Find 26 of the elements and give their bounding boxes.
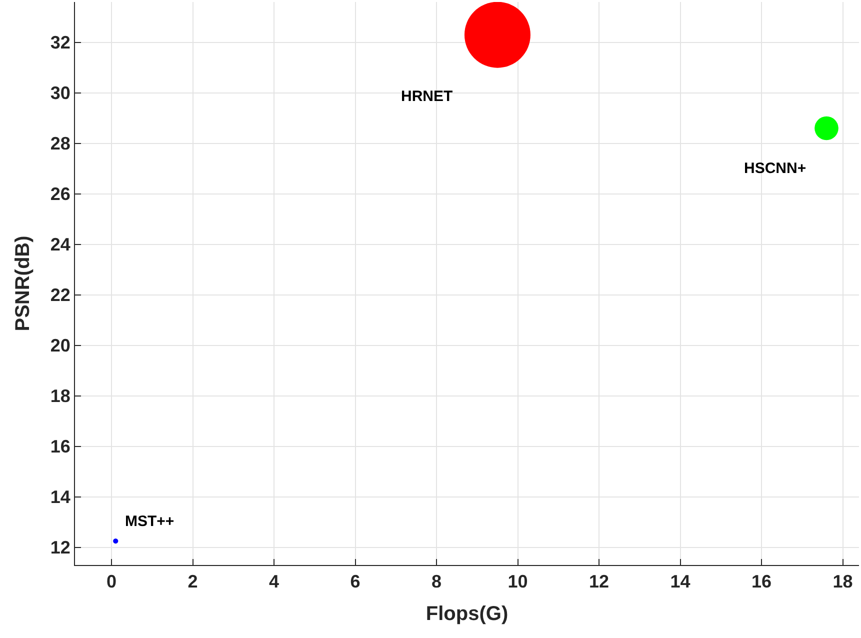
series-label: MST++ [125, 513, 174, 530]
y-tick-label: 32 [50, 32, 70, 53]
y-tick-label: 22 [50, 285, 70, 306]
series-label: HSCNN+ [744, 160, 806, 177]
x-tick-label: 0 [106, 572, 117, 592]
x-tick-label: 2 [188, 572, 198, 592]
text: HRNET [401, 88, 453, 105]
x-tick-label: 16 [751, 572, 772, 592]
x-tick-label: 10 [508, 572, 528, 592]
x-tick-label: 8 [432, 572, 442, 592]
x-tick-label: 18 [832, 572, 853, 592]
y-tick-label: 26 [50, 184, 70, 204]
x-axis-title: Flops(G) [426, 603, 508, 626]
y-tick-label: 16 [50, 436, 70, 457]
x-tick-label: 14 [670, 572, 690, 592]
y-tick-label: 14 [50, 487, 70, 508]
y-tick-label: 30 [50, 83, 70, 104]
x-tick-label: 4 [269, 572, 280, 592]
x-tick-label: 12 [589, 572, 610, 592]
x-tick-label: 6 [350, 572, 360, 592]
y-tick-label: 24 [50, 234, 70, 255]
y-axis-title: PSNR(dB) [12, 236, 34, 332]
y-tick-label: 28 [50, 134, 70, 154]
y-tick-label: 20 [50, 336, 70, 356]
y-tick-label: 12 [50, 538, 70, 558]
y-tick-label: 18 [50, 386, 70, 406]
